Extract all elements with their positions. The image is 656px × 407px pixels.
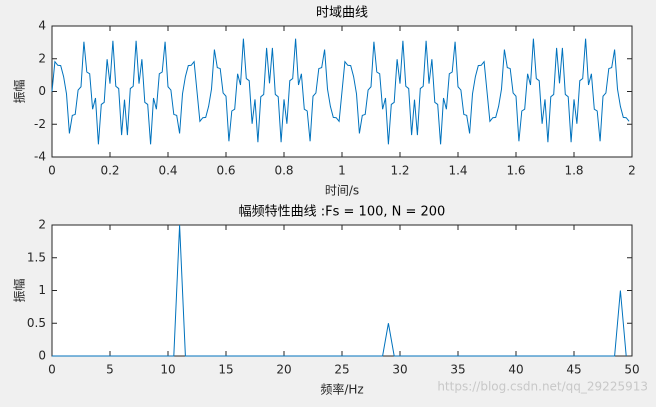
x-tick-label: 20 <box>276 363 291 377</box>
y-tick-label: 2 <box>38 51 46 65</box>
x-tick-label: 2 <box>628 164 636 178</box>
x-tick-label: 1.4 <box>448 164 467 178</box>
chart-title: 幅频特性曲线 :Fs = 100, N = 200 <box>239 205 446 220</box>
y-axis-label: 振幅 <box>12 79 27 103</box>
chart-title: 时域曲线 <box>316 6 368 21</box>
y-tick-label: 1 <box>38 283 46 297</box>
x-axis-label: 时间/s <box>325 184 359 198</box>
plot-area <box>51 224 633 357</box>
x-tick-label: 25 <box>334 363 349 377</box>
y-axis-label: 振幅 <box>12 278 27 302</box>
x-tick-label: 0.8 <box>274 164 293 178</box>
y-tick-label: -2 <box>34 117 46 131</box>
x-tick-label: 1 <box>338 164 346 178</box>
x-tick-label: 5 <box>106 363 114 377</box>
data-line <box>51 38 630 145</box>
y-tick-label: 2 <box>38 218 46 232</box>
x-tick-label: 30 <box>392 363 407 377</box>
x-tick-label: 45 <box>566 363 581 377</box>
x-tick-label: 0 <box>48 164 56 178</box>
y-tick-label: 4 <box>38 19 46 33</box>
x-tick-label: 1.2 <box>390 164 409 178</box>
x-tick-label: 1.8 <box>564 164 583 178</box>
y-tick-label: 0.5 <box>27 316 46 330</box>
x-tick-label: 35 <box>450 363 465 377</box>
y-tick-label: 0 <box>38 84 46 98</box>
x-tick-label: 15 <box>218 363 233 377</box>
x-tick-label: 0.4 <box>158 164 177 178</box>
y-tick-label: 1.5 <box>27 250 46 264</box>
x-tick-label: 1.6 <box>506 164 525 178</box>
x-axis-label: 频率/Hz <box>320 382 363 397</box>
x-tick-label: 40 <box>508 363 523 377</box>
x-tick-label: 10 <box>160 363 175 377</box>
data-line <box>52 224 627 357</box>
y-tick-label: 0 <box>38 349 46 363</box>
x-tick-label: 50 <box>624 363 639 377</box>
x-tick-label: 0 <box>48 363 56 377</box>
x-tick-label: 0.2 <box>100 164 119 178</box>
x-tick-label: 0.6 <box>216 164 235 178</box>
watermark: https://blog.csdn.net/qq_29225913 <box>437 380 648 394</box>
y-tick-label: -4 <box>34 150 46 164</box>
